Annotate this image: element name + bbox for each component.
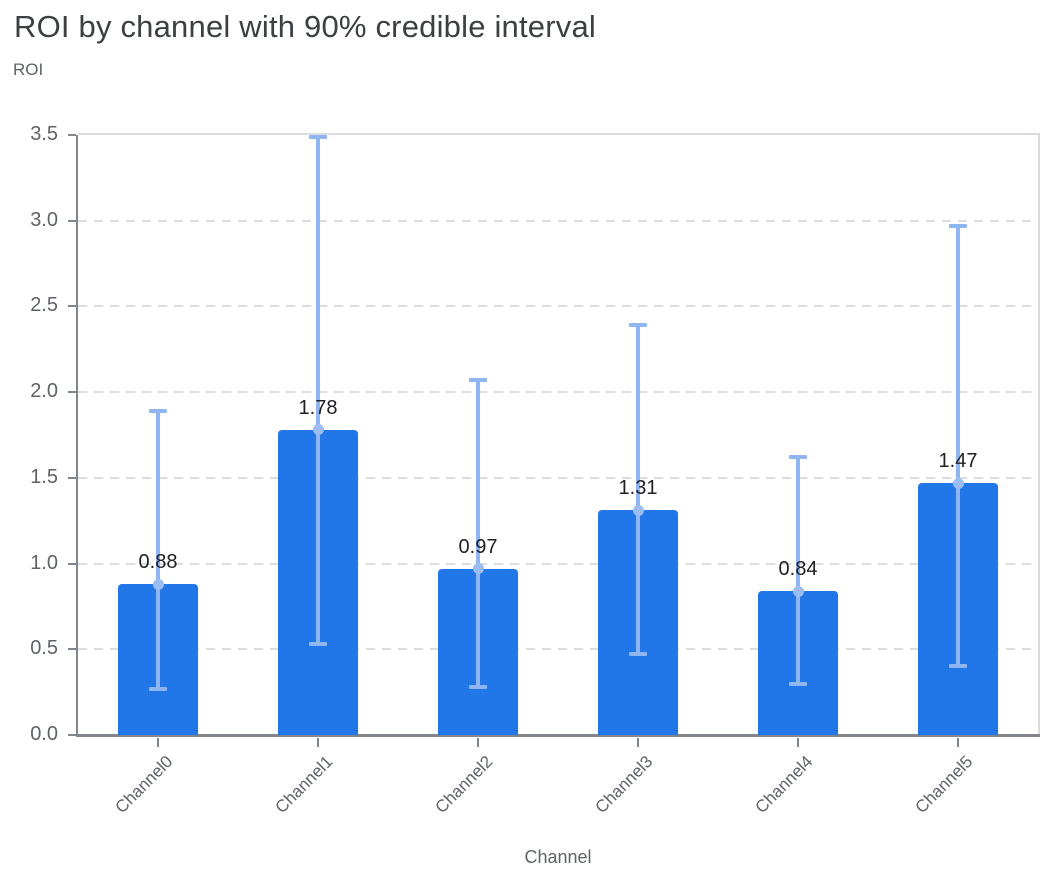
mean-marker [312, 424, 324, 436]
y-tick-mark [68, 391, 76, 394]
value-label: 1.31 [618, 477, 658, 500]
y-axis-title: ROI [13, 60, 44, 79]
y-axis-line [76, 135, 78, 737]
value-label: 0.88 [138, 551, 178, 574]
y-tick-mark [68, 476, 76, 479]
y-tick-label: 0.5 [30, 637, 58, 660]
y-tick-label: 1.5 [30, 465, 58, 488]
x-tick-label-channel3: Channel3 [591, 752, 657, 817]
error-bar-cap-bottom [309, 642, 327, 647]
x-axis-title: Channel [524, 847, 592, 867]
value-label: 1.78 [298, 396, 338, 419]
y-tick-label: 2.5 [30, 294, 58, 317]
x-tick-label-channel4: Channel4 [751, 752, 817, 817]
error-bar-line [156, 411, 160, 689]
mean-marker [472, 563, 484, 575]
error-bar-cap-bottom [949, 664, 967, 669]
x-axis-line [76, 734, 1040, 737]
error-bar-cap-bottom [149, 686, 167, 691]
mean-marker [152, 578, 164, 590]
error-bar-cap-top [789, 455, 807, 460]
x-tick-mark [157, 738, 159, 747]
y-tick-mark [68, 562, 76, 565]
x-tick-mark [797, 738, 799, 747]
x-tick-mark [957, 738, 959, 747]
error-bar-cap-top [149, 409, 167, 413]
y-tick-label: 3.0 [30, 208, 58, 231]
y-tick-mark [68, 734, 76, 736]
gridline [78, 391, 1038, 394]
plot-area: 0.0 0.5 1.0 1.5 2.0 2.5 3.0 3.5 0.88 Channel0 1.78… [30, 123, 1040, 817]
error-bar-line [956, 225, 960, 667]
gridline [78, 476, 1038, 479]
y-tick-mark [68, 305, 76, 308]
value-label: 1.47 [938, 450, 978, 472]
error-bar-cap-bottom [789, 681, 807, 686]
value-label: 0.97 [458, 535, 498, 558]
mean-marker [952, 477, 964, 489]
error-bar-cap-top [949, 223, 967, 228]
gridline [78, 648, 1038, 651]
chart-title: ROI by channel with 90% credible interva… [14, 9, 596, 44]
error-bar-cap-bottom [469, 685, 487, 689]
y-tick-mark [68, 134, 76, 136]
gridline [78, 305, 1038, 308]
gridline [78, 219, 1038, 222]
mean-marker [632, 504, 644, 516]
y-tick-label: 0.0 [30, 723, 58, 745]
y-tick-label: 1.0 [30, 551, 58, 574]
value-label: 0.84 [778, 558, 818, 580]
error-bar-line [636, 325, 640, 655]
y-tick-mark [68, 219, 76, 222]
gridline [78, 562, 1038, 565]
x-tick-mark [637, 738, 639, 747]
error-bar-line [316, 136, 320, 645]
x-tick-mark [477, 738, 479, 747]
error-bar-line [476, 380, 480, 687]
x-tick-label-channel1: Channel1 [271, 752, 337, 817]
error-bar-cap-top [309, 134, 327, 139]
x-tick-label-channel0: Channel0 [111, 752, 177, 817]
y-tick-label: 3.5 [30, 123, 58, 145]
y-tick-label: 2.0 [30, 380, 58, 403]
y-tick-mark [68, 648, 76, 651]
x-tick-mark [317, 738, 319, 747]
x-tick-label-channel2: Channel2 [431, 752, 497, 817]
error-bar-line [796, 457, 800, 684]
error-bar-cap-top [469, 378, 487, 383]
x-tick-label-channel5: Channel5 [911, 752, 977, 817]
error-bar-cap-top [629, 323, 647, 328]
mean-marker [792, 585, 804, 597]
error-bar-cap-bottom [629, 652, 647, 657]
